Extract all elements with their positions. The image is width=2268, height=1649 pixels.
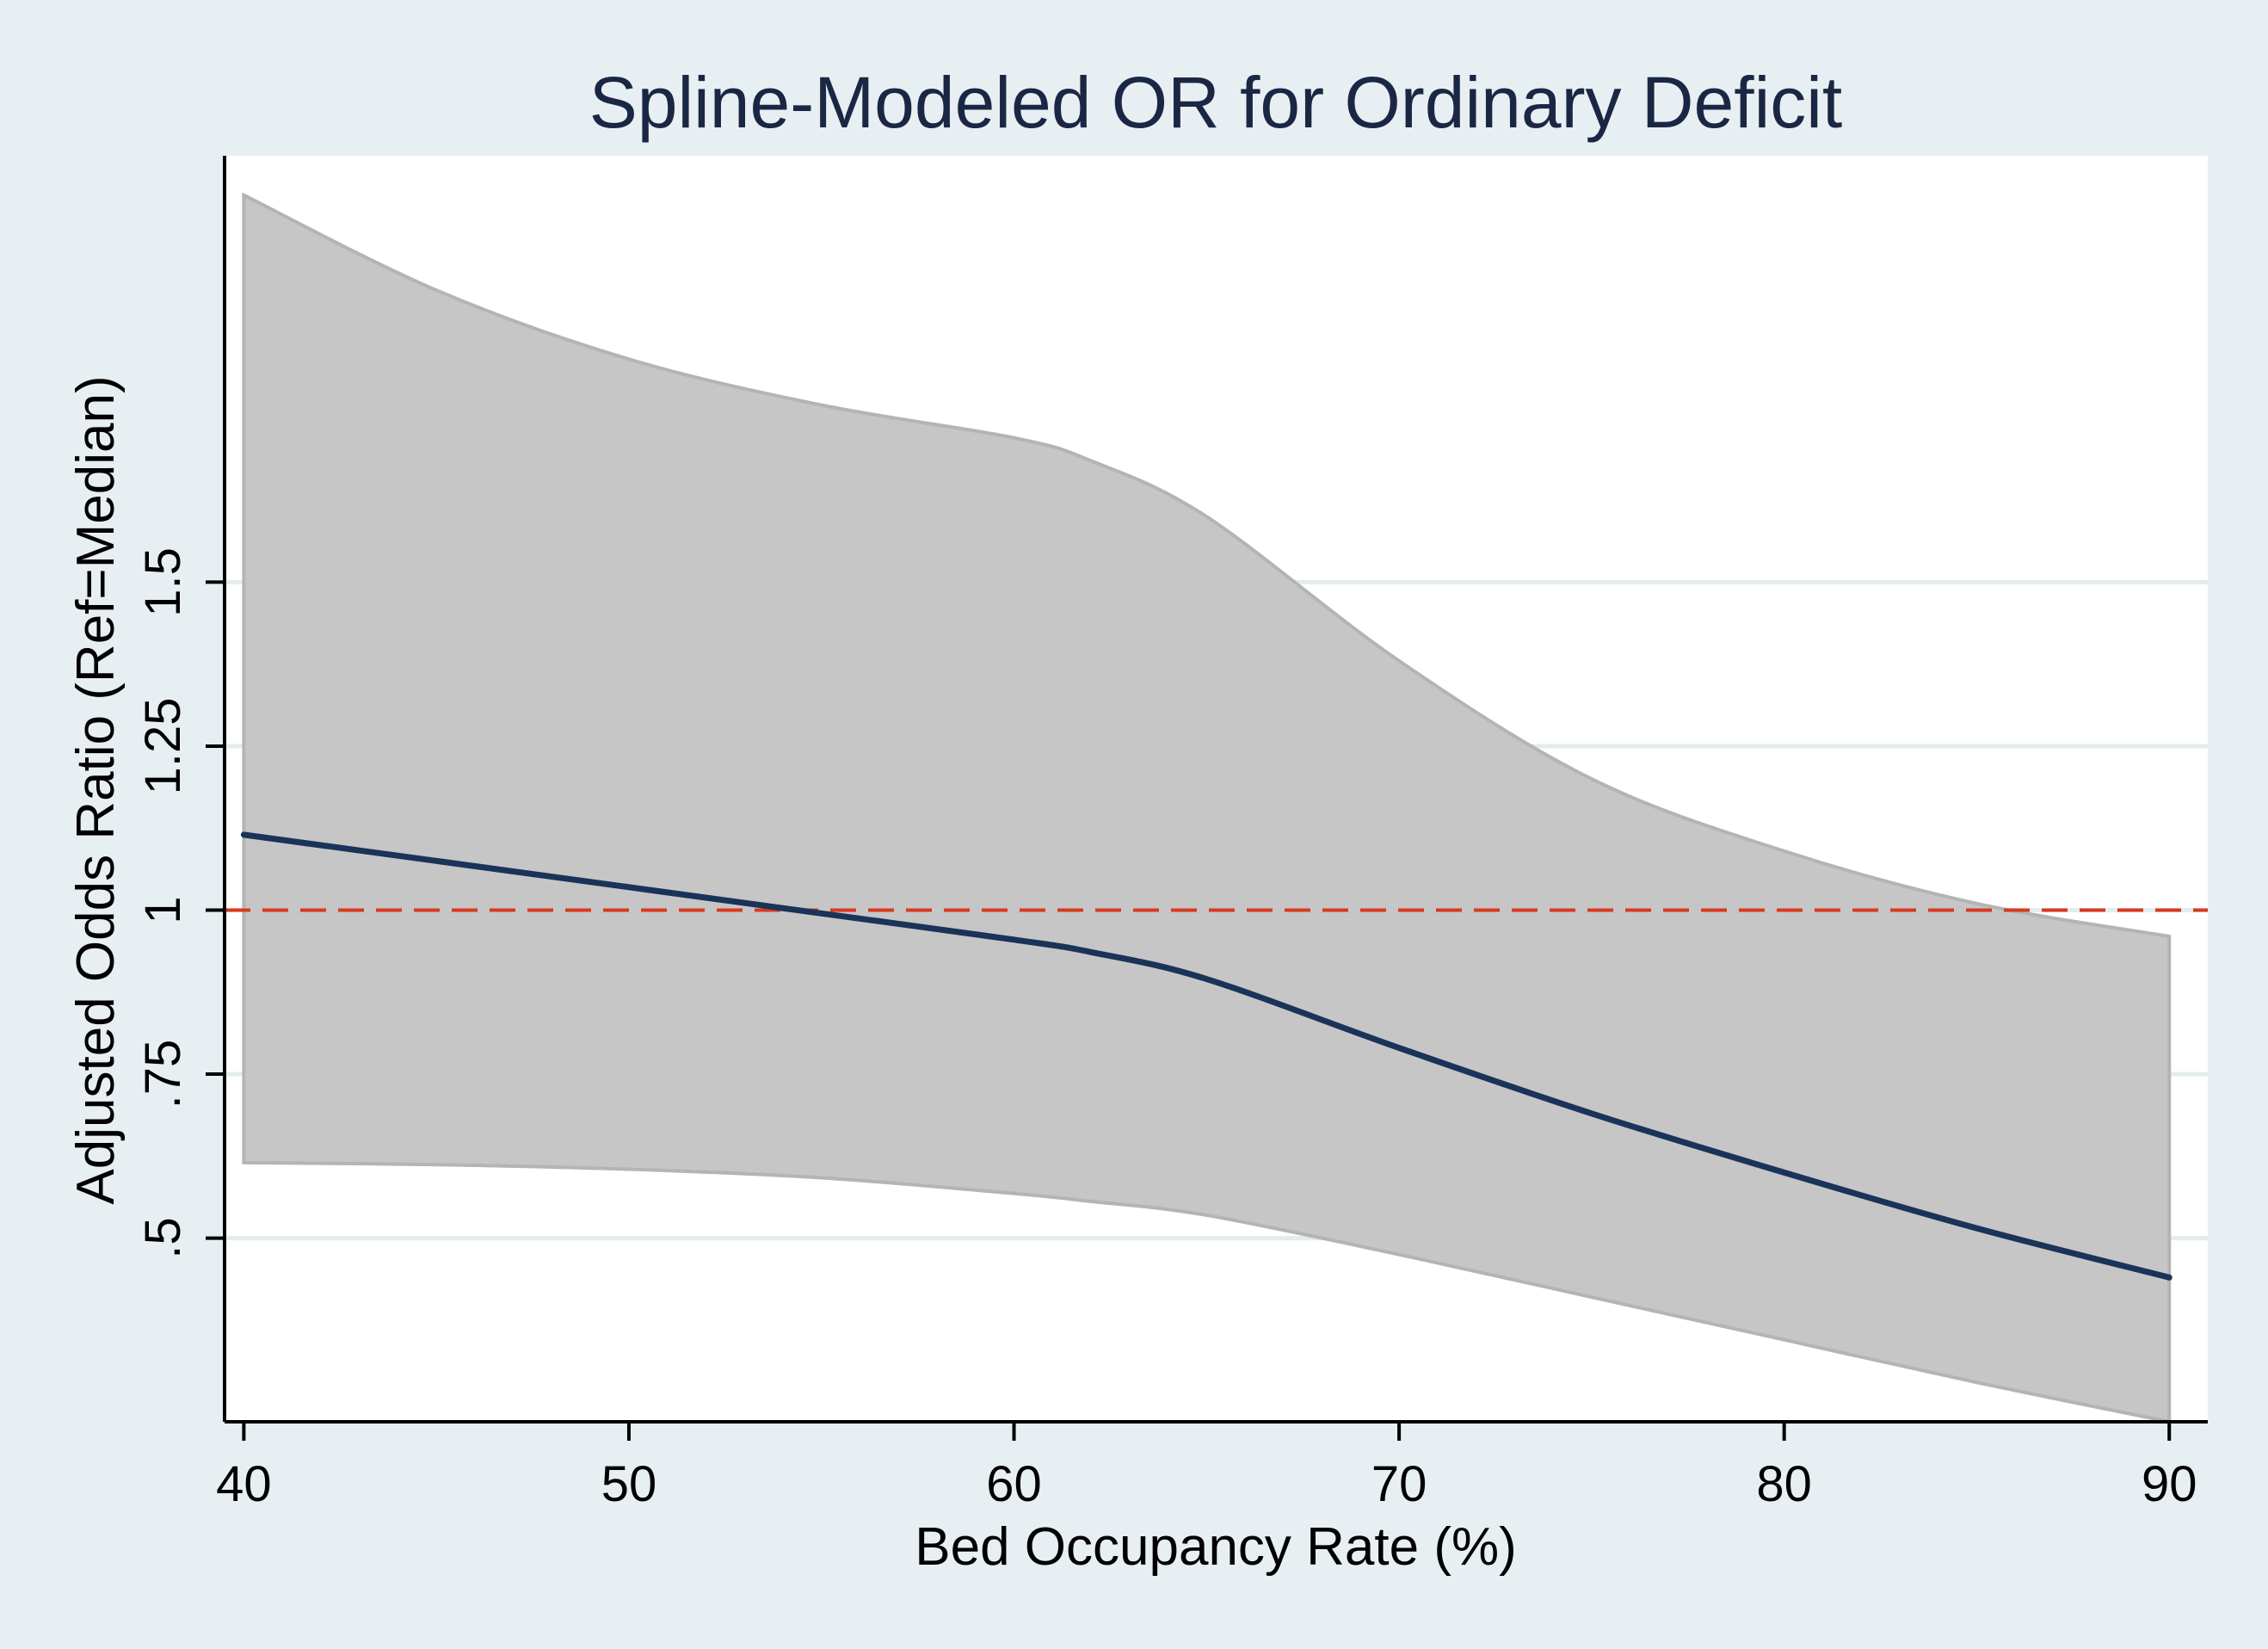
confidence-band [242,192,2172,1424]
estimate-line-layer [240,831,2172,1281]
chart-title: Spline-Modeled OR for Ordinary Deficit [589,62,1843,143]
x-tick-label-90: 90 [2142,1456,2197,1512]
x-axis-title: Bed Occupancy Rate (%) [915,1517,1517,1577]
axes: 40 50 60 70 80 90 .5 .75 1 1.25 1.5 [135,156,2208,1512]
x-tick-label-60: 60 [986,1456,1042,1512]
x-tick-label-70: 70 [1371,1456,1427,1512]
y-tick-label-1: 1 [135,896,191,923]
x-tick-label-40: 40 [216,1456,272,1512]
confidence-band-layer [242,192,2172,1424]
y-tick-label-1.5: 1.5 [135,547,191,617]
y-tick-label-1.25: 1.25 [135,698,191,795]
y-axis-title: Adjusted Odds Ratio (Ref=Median) [66,375,126,1204]
y-tick-label-.5: .5 [135,1217,191,1258]
estimate-line [240,831,2172,1281]
x-tick-label-80: 80 [1756,1456,1812,1512]
y-tick-label-.75: .75 [135,1040,191,1109]
x-tick-label-50: 50 [601,1456,657,1512]
